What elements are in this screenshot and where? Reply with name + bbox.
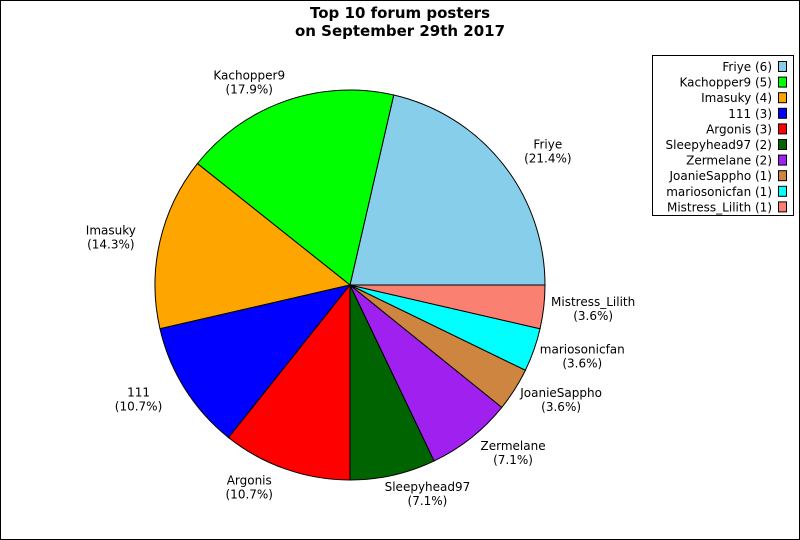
legend-swatch [778,61,787,72]
slice-label: Sleepyhead97 [385,480,471,494]
legend-swatch [778,170,787,182]
slice-value-label: (14.3%) [87,238,134,252]
slice-label: JoanieSappho [519,386,602,400]
legend-swatch [778,139,787,150]
slice-label: Kachopper9 [213,69,285,83]
slice-value-label: (21.4%) [524,151,571,165]
slice-label: Friye [533,137,562,151]
pie-slice [159,284,352,439]
pie-slice [349,94,546,286]
slice-label: mariosonicfan [540,342,625,356]
pie-slice [227,283,351,481]
slice-label: Mistress_Lilith [551,295,635,309]
legend-label: Mistress_Lilith (1) [667,200,772,214]
slice-value-label: (10.7%) [226,487,273,501]
legend-swatch [778,185,787,197]
slice-value-label: (17.9%) [226,83,273,97]
pie-slice [154,162,352,330]
legend-label: Sleepyhead97 (2) [666,138,772,152]
legend-label: Zermelane (2) [686,154,772,168]
legend-label: 111 (3) [728,107,772,121]
slice-value-label: (3.6%) [573,309,613,323]
legend-box [652,55,794,216]
legend-swatch [778,123,787,135]
legend-label: Argonis (3) [706,122,772,136]
legend-label: Kachopper9 (5) [679,76,772,90]
legend-swatch [778,107,787,119]
slice-value-label: (3.6%) [541,400,581,414]
legend-label: mariosonicfan (1) [666,185,772,199]
legend-swatch [778,92,787,104]
slice-label: 111 [127,385,150,399]
legend-label: Imasuky (4) [701,91,772,105]
slice-label: Argonis [227,473,272,487]
slice-value-label: (7.1%) [493,453,533,467]
slice-value-label: (10.7%) [115,399,162,413]
legend-swatch [778,201,787,213]
pie-slice [196,89,395,286]
slice-label: Imasuky [86,224,136,238]
slice-value-label: (3.6%) [562,356,602,370]
legend-label: Friye (6) [722,60,772,74]
slice-label: Zermelane [481,439,546,453]
chart-title: Top 10 forum posters on September 29th 20… [295,4,505,40]
legend-label: JoanieSappho (1) [668,169,772,183]
slice-value-label: (7.1%) [408,494,448,508]
pie-slice [349,284,546,330]
legend-swatch [778,154,787,166]
legend-swatch [778,76,787,88]
